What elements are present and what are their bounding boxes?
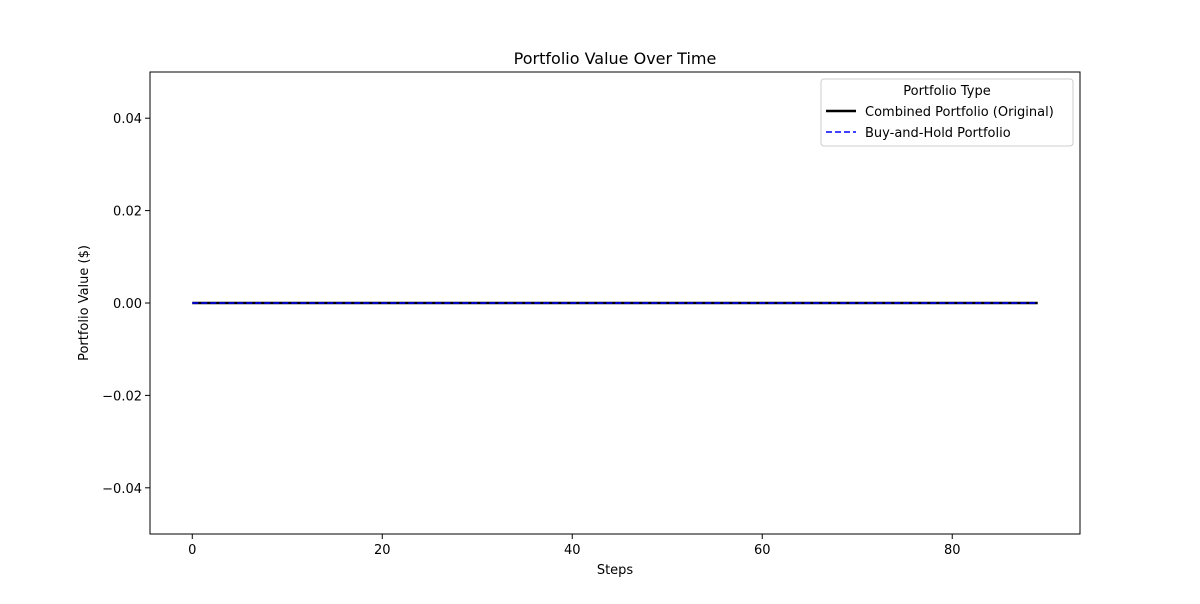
x-tick-label: 0: [188, 543, 196, 558]
y-tick-label: −0.04: [102, 482, 142, 497]
y-tick-label: 0.02: [113, 205, 142, 220]
plot-area: 0 20 40 60 80 −0.04 −0.02 0.00 0.02 0.04: [102, 71, 1081, 558]
y-axis-label: Portfolio Value ($): [77, 245, 92, 361]
legend-title: Portfolio Type: [903, 84, 990, 99]
x-tick-label: 20: [374, 543, 391, 558]
chart-title: Portfolio Value Over Time: [514, 49, 717, 68]
legend-label-combined: Combined Portfolio (Original): [865, 105, 1054, 120]
x-tick-label: 40: [564, 543, 581, 558]
legend-frame: [820, 78, 1074, 147]
x-axis-label: Steps: [597, 563, 634, 578]
y-tick-label: 0.00: [113, 297, 142, 312]
x-tick-label: 60: [754, 543, 771, 558]
legend-label-buy-and-hold: Buy-and-Hold Portfolio: [865, 126, 1011, 141]
y-tick-label: 0.04: [113, 112, 142, 127]
y-tick-label: −0.02: [102, 389, 142, 404]
legend: Portfolio Type Combined Portfolio (Origi…: [820, 78, 1074, 147]
x-tick-label: 80: [944, 543, 961, 558]
